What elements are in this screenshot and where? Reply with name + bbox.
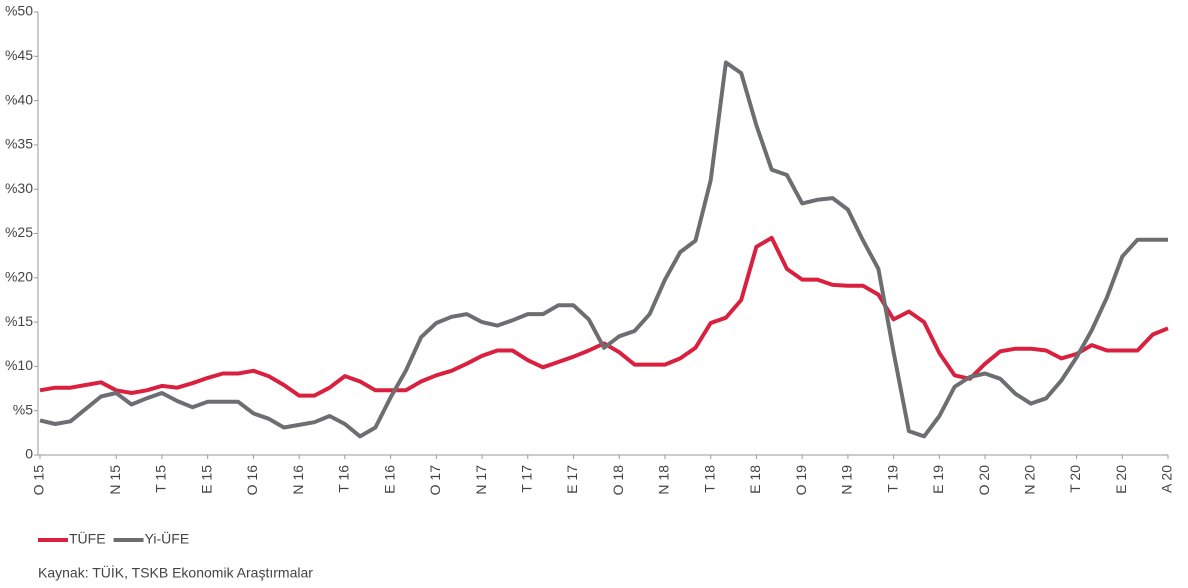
x-tick-label: O 20 — [976, 465, 992, 496]
x-tick-label: N 16 — [290, 465, 306, 495]
series-line — [39, 60, 1168, 439]
x-tick-label: E 20 — [1113, 465, 1129, 494]
y-tick-label: %45 — [5, 47, 33, 63]
x-tick-label: T 16 — [336, 465, 352, 493]
x-tick-label: T 17 — [518, 465, 534, 493]
x-tick-label: E 15 — [198, 465, 214, 494]
x-tick-label: O 16 — [244, 465, 260, 496]
x-tick-label: T 20 — [1067, 465, 1083, 493]
y-tick-label: %40 — [5, 91, 33, 107]
x-tick-label: O 19 — [793, 465, 809, 496]
source-note: Kaynak: TÜİK, TSKB Ekonomik Araştırmalar — [38, 564, 313, 581]
x-tick-label: T 18 — [701, 465, 717, 493]
x-tick-label: O 17 — [427, 465, 443, 496]
y-tick-label: %50 — [5, 3, 33, 19]
x-tick-label: A 20 — [1159, 465, 1175, 493]
x-tick-label: N 17 — [473, 465, 489, 495]
x-tick-label: E 18 — [747, 465, 763, 494]
x-tick-label: T 19 — [884, 465, 900, 493]
x-tick-label: E 16 — [381, 465, 397, 494]
legend-label: TÜFE — [69, 530, 106, 547]
y-tick-label: %10 — [5, 357, 33, 373]
x-tick-label: N 19 — [839, 465, 855, 495]
x-tick-label: T 15 — [153, 465, 169, 493]
y-tick-label: %25 — [5, 224, 33, 240]
y-tick-label: %5 — [13, 401, 33, 417]
x-tick-label: N 15 — [107, 465, 123, 495]
y-tick-label: %35 — [5, 136, 33, 152]
x-tick-label: E 17 — [564, 465, 580, 494]
legend-label: Yi-ÜFE — [145, 530, 190, 547]
y-tick-label: %20 — [5, 269, 33, 285]
x-tick-label: O 15 — [31, 465, 47, 496]
x-tick-label: O 18 — [610, 465, 626, 496]
y-tick-label: %15 — [5, 313, 33, 329]
series-line — [39, 235, 1169, 398]
y-tick-label: %30 — [5, 180, 33, 196]
x-tick-label: N 18 — [656, 465, 672, 495]
x-tick-label: N 20 — [1022, 465, 1038, 495]
x-tick-label: E 19 — [930, 465, 946, 494]
y-tick-label: 0 — [25, 446, 33, 462]
